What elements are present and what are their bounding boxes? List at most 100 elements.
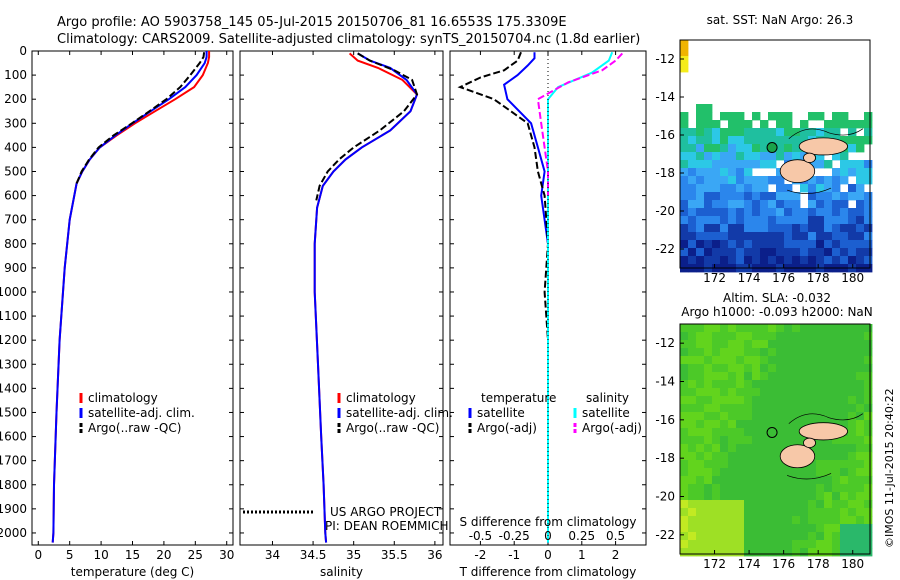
sst-map-cell [696,152,705,161]
sla-map-cell [848,404,857,413]
sla-map-cell [704,460,713,469]
sla-map-cell [680,388,689,397]
sla-argo-marker [766,426,778,438]
sla-map-cell [760,404,769,413]
sst-map-cell [744,120,753,129]
sst-map-cell [816,248,825,257]
sla-map-cell [840,500,849,509]
sst-map-ytick-label: -12 [655,52,675,66]
sst-map-cell [848,192,857,201]
depth-tick-label: 400 [4,140,27,154]
sst-map-cell [776,200,785,209]
difference-legend-label: Argo(-adj) [582,421,642,435]
sla-map-cell [720,348,729,357]
sla-map-cell [736,364,745,373]
sst-map-cell [712,152,721,161]
sst-map-cell [696,112,705,121]
depth-tick-label: 900 [4,261,27,275]
sst-map-cell [808,240,817,249]
differences-series-salinity-satellite [547,51,614,543]
sst-map-cell [744,232,753,241]
sla-map-cell [816,404,825,413]
sst-map-xtick-label: 176 [772,271,795,285]
sst-map-cell [712,224,721,233]
sla-map-cell [856,324,865,333]
sst-map-cell [712,184,721,193]
sst-map-cell [856,144,865,153]
sla-map-cell [752,348,761,357]
sla-map-cell [856,420,865,429]
sst-map-cell [816,216,825,225]
differences-xtick-label: 0 [544,548,552,562]
sst-map-cell [792,136,801,145]
sst-map-cell [848,232,857,241]
salinity-xtick-label: 36 [427,548,442,562]
sla-map-cell [864,524,873,533]
sst-map-cell [744,240,753,249]
sst-map-cell [824,232,833,241]
sla-map-cell [688,412,697,421]
sst-map-cell [864,216,873,225]
sst-land-mass [779,159,816,183]
sst-map-cell [808,192,817,201]
sla-map-cell [720,524,729,533]
sla-map-cell [768,548,777,557]
sla-map-cell [864,428,873,437]
sst-map-cell [680,200,689,209]
sst-map-cell [728,160,737,169]
sla-map-cell [712,508,721,517]
sla-map-cell [864,388,873,397]
sla-map-cell [776,540,785,549]
sla-map-cell [856,460,865,469]
sla-map-cell [840,524,849,533]
sla-map-cell [832,324,841,333]
sla-map-cell [768,380,777,389]
sla-map-xtick-label: 176 [772,557,795,571]
sla-map-cell [712,388,721,397]
sla-map-cell [792,492,801,501]
sla-map-cell [816,356,825,365]
sla-map-cell [688,476,697,485]
sla-map-cell [856,468,865,477]
sla-map-cell [728,460,737,469]
depth-tick-label: 2000 [0,526,27,540]
sla-map-cell [864,516,873,525]
sla-map-cell [768,452,777,461]
sla-map-cell [696,540,705,549]
sla-map-cell [768,540,777,549]
sla-map-cell [688,348,697,357]
sla-map-cell [864,340,873,349]
sla-map-cell [768,500,777,509]
sla-map-cell [744,548,753,557]
sla-map-cell [776,484,785,493]
sst-map-cell [720,152,729,161]
sla-map-cell [856,500,865,509]
sst-map-cell [752,128,761,137]
sla-map-cell [824,500,833,509]
sst-map-cell [816,192,825,201]
sst-map-cell [720,232,729,241]
sla-map-cell [760,548,769,557]
sst-map-cell [768,200,777,209]
depth-tick-label: 1500 [0,405,27,419]
sla-map-cell [752,372,761,381]
sla-map-cell [800,508,809,517]
sst-map-cell [800,120,809,129]
sst-map-cell [816,128,825,137]
sla-map-cell [784,356,793,365]
sla-map-cell [720,364,729,373]
sla-map-cell [800,468,809,477]
sla-map-cell [704,540,713,549]
sst-map-cell [680,224,689,233]
sla-map-cell [800,500,809,509]
sla-map-cell [760,396,769,405]
sla-map-cell [768,388,777,397]
sla-map-cell [840,364,849,373]
sst-map-cell [680,184,689,193]
sst-map-cell [744,248,753,257]
sla-map-cell [752,332,761,341]
sst-map-cell [776,208,785,217]
sla-map-cell [744,460,753,469]
